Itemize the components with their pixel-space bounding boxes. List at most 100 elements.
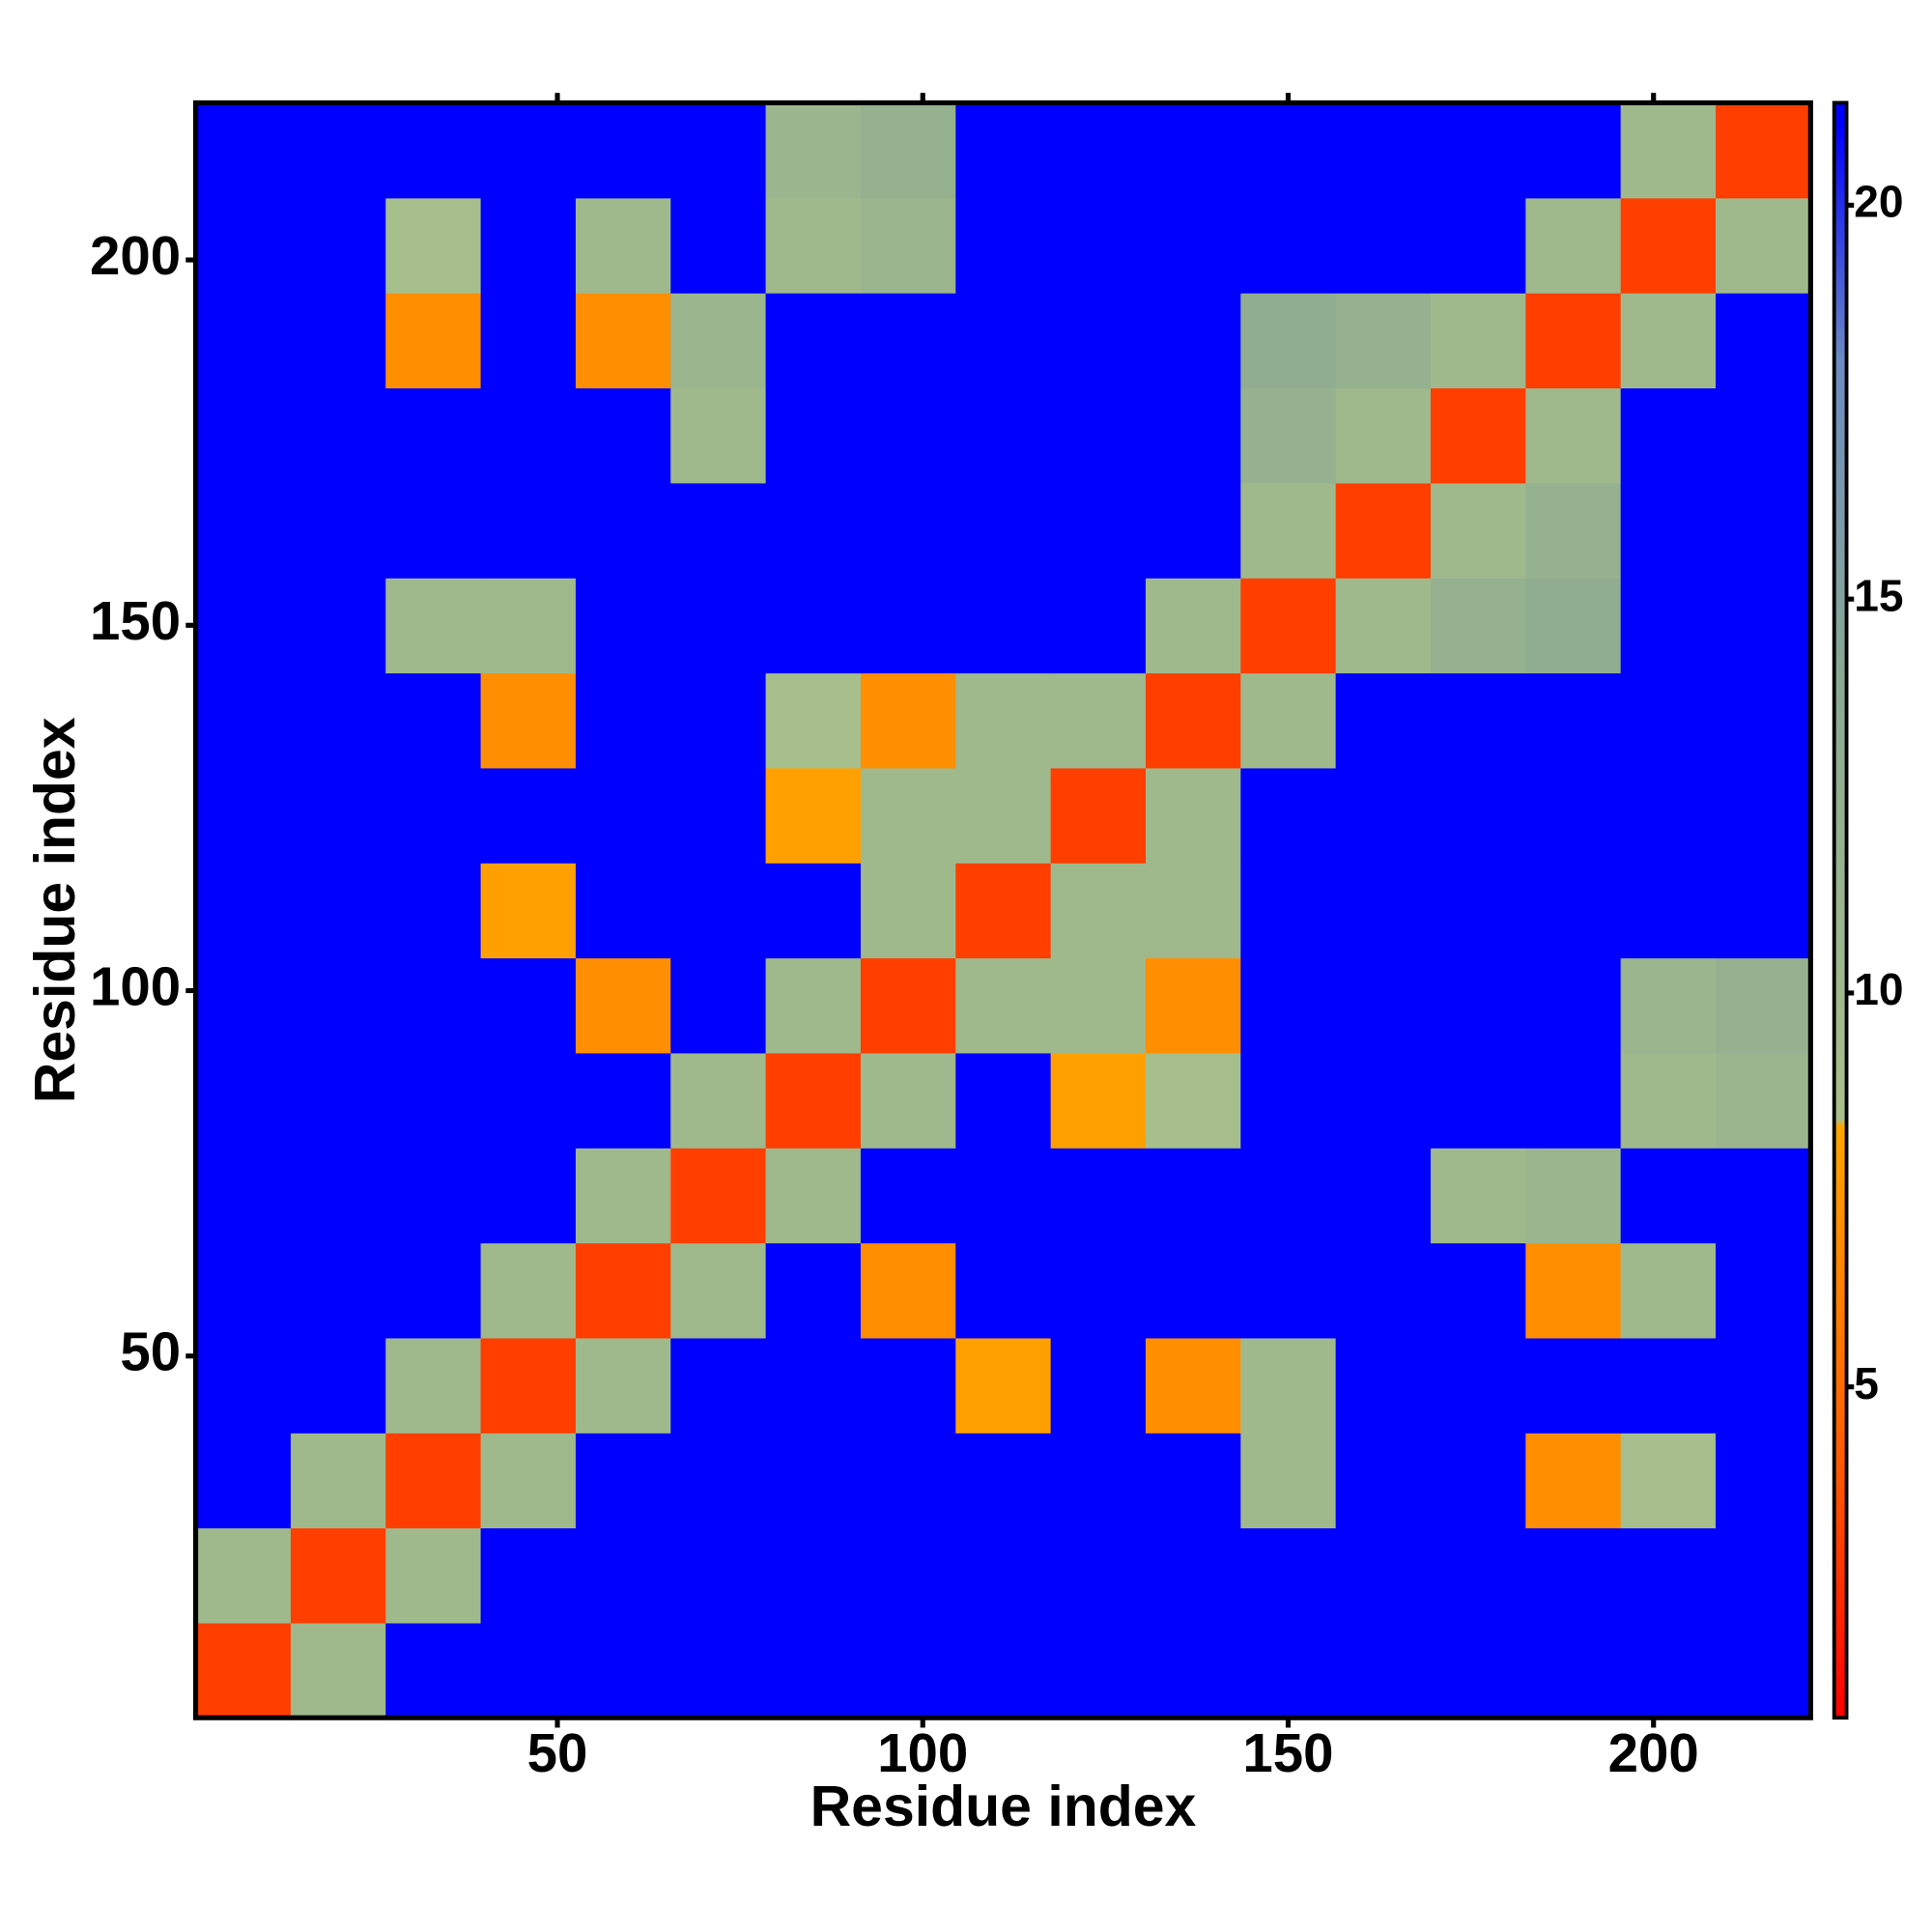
heat-cell [1620,1337,1717,1434]
heat-cell [480,863,577,959]
heat-cell [575,1148,671,1244]
heat-cell [1525,197,1622,294]
heat-cell [955,767,1052,864]
heat-cell [480,672,577,769]
heat-cell [575,1433,671,1529]
heat-cell [955,197,1052,294]
heat-cell [670,767,767,864]
heat-cell [1335,1148,1432,1244]
heat-cell [195,957,292,1054]
heat-cell [955,102,1052,199]
heat-cell [1525,672,1622,769]
heat-cell [480,767,577,864]
heat-cell [1430,1622,1526,1719]
heat-cell [1335,387,1432,484]
heat-cell [1335,1052,1432,1149]
heat-cell [1335,672,1432,769]
heat-cell [1620,1052,1717,1149]
heat-cell [290,293,386,389]
heat-cell [860,482,956,579]
heat-cell [195,1148,292,1244]
heat-cell [1430,672,1526,769]
heat-cell [1716,1148,1811,1244]
heat-cell [955,957,1052,1054]
heat-cell [195,767,292,864]
heat-cell [1050,957,1147,1054]
heat-cell [1145,1622,1241,1719]
heat-cell [1716,863,1811,959]
heat-cell [955,1622,1052,1719]
heat-cell [1716,482,1811,579]
heat-cell [1240,197,1337,294]
heat-cell [195,1433,292,1529]
heat-cell [1716,767,1811,864]
heat-cell [1620,197,1717,294]
heat-cell [1525,863,1622,959]
heat-cell [290,1337,386,1434]
heat-cell [1430,1433,1526,1529]
heat-cell [290,1148,386,1244]
heat-cell [1145,1148,1241,1244]
heat-cell [1335,578,1432,674]
heat-cell [1525,1337,1622,1434]
heat-cell [1050,293,1147,389]
y-axis-label: Residue index [24,717,87,1103]
heat-cell [195,387,292,484]
heat-cell [195,102,292,199]
heat-cell [860,863,956,959]
heat-cell [1145,482,1241,579]
heat-cell [195,1622,292,1719]
heat-cell [1430,1527,1526,1624]
heat-cell [1620,863,1717,959]
heat-cell [1716,1433,1811,1529]
heat-cell [480,1527,577,1624]
heat-cell [290,197,386,294]
heat-cell [765,293,862,389]
heat-cell [1050,1148,1147,1244]
heat-cell [1525,387,1622,484]
heat-cell [1335,863,1432,959]
heat-cell [575,1622,671,1719]
heat-cell [860,197,956,294]
heat-cell [1335,482,1432,579]
heat-cell [1430,197,1526,294]
heat-cell [480,293,577,389]
heat-cell [385,102,482,199]
x-axis-label: Residue index [810,1776,1197,1838]
heat-cell [290,1527,386,1624]
heat-cell [385,293,482,389]
heat-cell [1335,293,1432,389]
heat-cell [670,102,767,199]
heat-cell [385,482,482,579]
heat-cell [290,578,386,674]
heat-cell [1430,293,1526,389]
heat-cell [1335,1527,1432,1624]
heat-cell [1716,387,1811,484]
heat-cell [670,863,767,959]
heat-cell [765,1527,862,1624]
colorbar-tick-label: 10 [1854,964,1903,1014]
heat-cell [1716,1337,1811,1434]
heat-cell [1240,482,1337,579]
heat-cell [1335,1622,1432,1719]
heat-cell [1145,1433,1241,1529]
heat-cell [860,1527,956,1624]
heat-cell [765,482,862,579]
heat-cell [1240,1527,1337,1624]
heat-cell [1430,102,1526,199]
heat-cell [765,957,862,1054]
heat-cell [480,482,577,579]
heat-cell [1335,1433,1432,1529]
x-tick-label: 50 [527,1722,588,1783]
heat-cell [765,863,862,959]
heat-cell [1050,1527,1147,1624]
heat-cell [1145,578,1241,674]
heat-cell [1525,1622,1622,1719]
heat-cell [955,293,1052,389]
heat-cell [955,387,1052,484]
heat-cell [385,1433,482,1529]
heat-cell [860,672,956,769]
heat-cell [1240,863,1337,959]
heat-cell [1145,672,1241,769]
heat-cell [1240,578,1337,674]
